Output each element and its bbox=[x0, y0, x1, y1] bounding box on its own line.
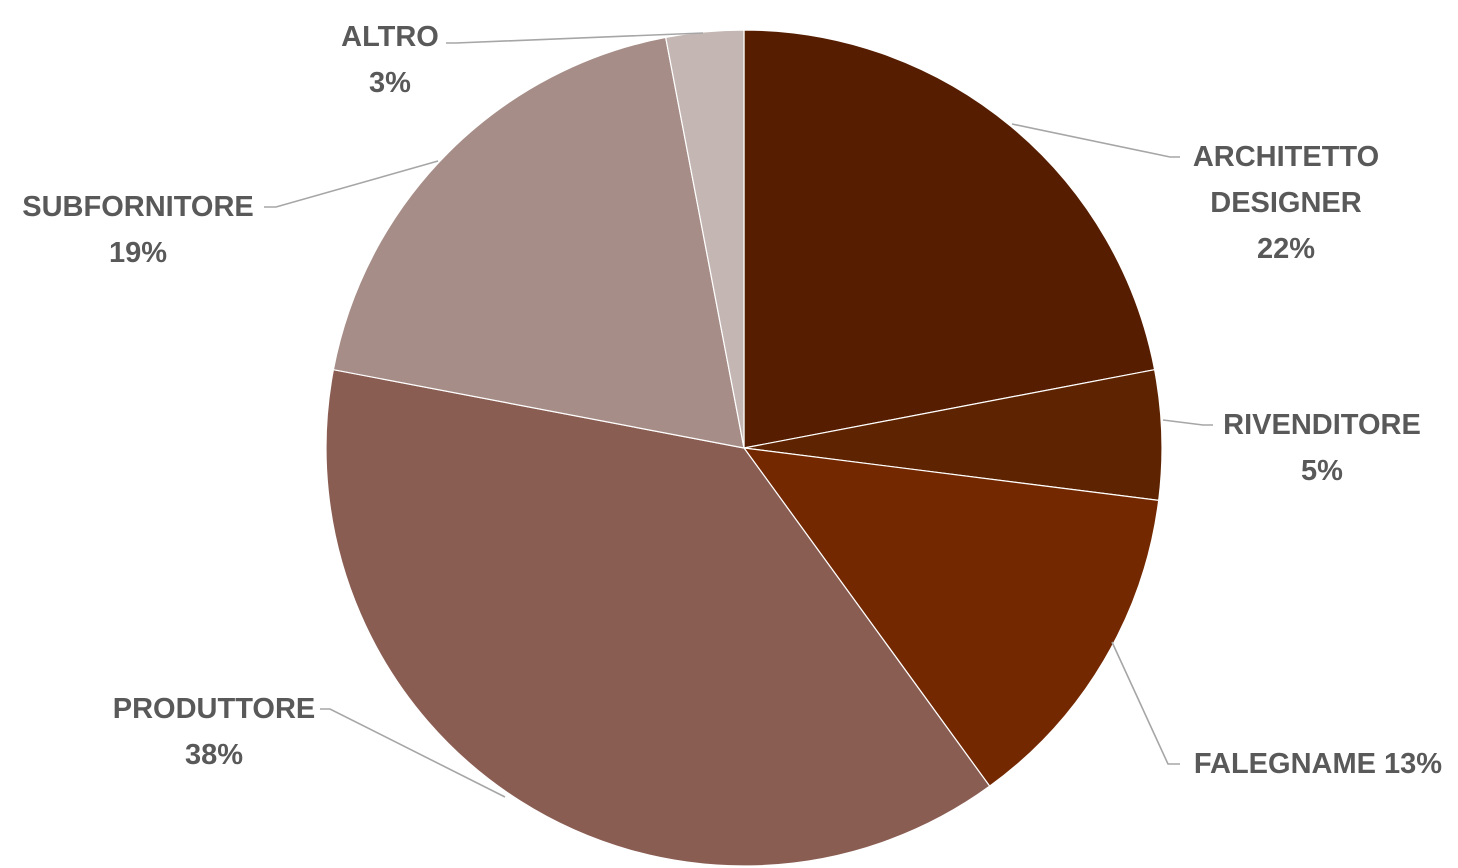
pie-slice-falegname bbox=[742, 447, 1160, 788]
pie-slice-architetto-designer bbox=[743, 29, 1156, 449]
data-label-falegname: FALEGNAME 13% bbox=[1194, 748, 1442, 780]
pie-slice-produttore bbox=[325, 368, 991, 867]
data-label-line: PRODUTTORE bbox=[113, 693, 315, 725]
data-label-line: 22% bbox=[1257, 233, 1315, 265]
leader-line-produttore bbox=[320, 708, 506, 798]
leader-line-architetto-designer bbox=[1011, 123, 1180, 158]
data-label-line: FALEGNAME 13% bbox=[1194, 748, 1442, 780]
pie-slices bbox=[325, 29, 1163, 867]
data-label-produttore: PRODUTTORE 38% bbox=[113, 693, 315, 771]
data-label-line: ARCHITETTO bbox=[1193, 141, 1379, 173]
leader-lines bbox=[264, 32, 1213, 798]
data-label-line: SUBFORNITORE bbox=[22, 191, 253, 223]
data-label-line: RIVENDITORE bbox=[1223, 409, 1421, 441]
data-labels: ARCHITETTO DESIGNER 22% RIVENDITORE 5% FALEGN… bbox=[22, 21, 1442, 780]
leader-line-rivenditore bbox=[1162, 419, 1213, 426]
data-label-line: 5% bbox=[1301, 455, 1343, 487]
leader-line-altro bbox=[446, 32, 704, 44]
pie-slice-subfornitore bbox=[332, 36, 745, 449]
leader-line-subfornitore bbox=[264, 160, 439, 208]
data-label-rivenditore: RIVENDITORE 5% bbox=[1223, 409, 1421, 487]
data-label-line: ALTRO bbox=[341, 21, 439, 53]
data-label-line: 19% bbox=[109, 237, 167, 269]
pie-slice-altro bbox=[664, 29, 745, 449]
data-label-subfornitore: SUBFORNITORE 19% bbox=[22, 191, 253, 269]
data-label-altro: ALTRO 3% bbox=[341, 21, 439, 99]
data-label-architetto-designer: ARCHITETTO DESIGNER 22% bbox=[1193, 141, 1379, 265]
data-label-line: DESIGNER bbox=[1210, 187, 1362, 219]
data-label-line: 3% bbox=[369, 67, 411, 99]
data-label-line: 38% bbox=[185, 739, 243, 771]
leader-line-falegname bbox=[1111, 641, 1180, 765]
